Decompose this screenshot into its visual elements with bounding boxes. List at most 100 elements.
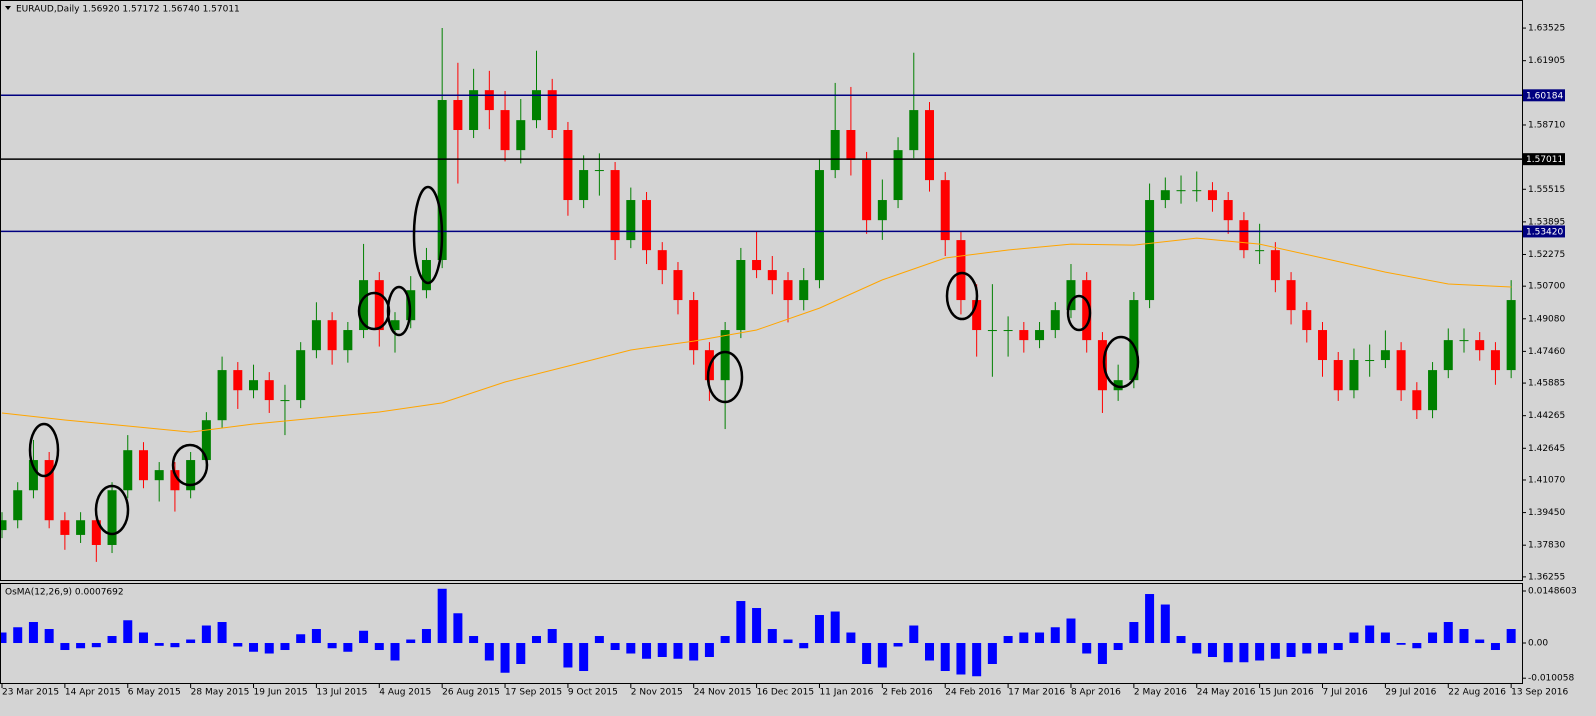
candle-body (862, 159, 872, 221)
histogram-bar (1066, 618, 1076, 644)
candle-body (296, 350, 306, 401)
histogram-bar (201, 625, 211, 644)
candle-body (1428, 370, 1438, 411)
histogram-bar (1145, 594, 1155, 644)
candle-body (657, 250, 667, 271)
x-tick-label: 29 Jul 2016 (1385, 688, 1436, 698)
histogram-bar (720, 636, 730, 644)
histogram-bar (1475, 639, 1485, 644)
candle-body (1050, 310, 1060, 331)
candle-body (547, 90, 557, 131)
histogram-bar (311, 629, 321, 644)
candle-body (563, 130, 573, 201)
histogram-bar (1239, 643, 1249, 663)
candle-body (107, 490, 117, 545)
candle-body (421, 260, 431, 291)
y-tick-label: 1.42645 (1528, 444, 1565, 454)
histogram-bar (1380, 632, 1390, 644)
histogram-bar (689, 643, 699, 661)
candle-body (1145, 200, 1155, 301)
candle-body (201, 420, 211, 461)
x-tick-label: 24 Nov 2015 (694, 688, 752, 698)
histogram-bar (13, 627, 23, 644)
candle-body (1082, 280, 1092, 341)
candle-body (877, 200, 887, 221)
level-label: 1.53420 (1526, 227, 1563, 237)
candle-body (1160, 190, 1170, 201)
histogram-bar (531, 636, 541, 644)
candle-body (1192, 190, 1202, 192)
x-tick-label: 24 May 2016 (1197, 688, 1256, 698)
histogram-bar (1207, 643, 1217, 658)
ellipse (94, 484, 130, 536)
histogram-bar (1050, 627, 1060, 644)
candle-body (186, 460, 196, 491)
candle-body (1380, 350, 1390, 361)
histogram-bar (1270, 643, 1280, 659)
candle-body (217, 370, 227, 421)
x-tick-label: 19 Jun 2015 (254, 688, 308, 698)
candle-body (956, 240, 966, 301)
histogram-bar (1506, 629, 1516, 644)
histogram-bar (594, 636, 604, 644)
frames (0, 0, 1523, 684)
histogram-bar (972, 643, 982, 677)
candle-body (1286, 280, 1296, 311)
candle-body (673, 270, 683, 301)
histogram-bar (1428, 632, 1438, 644)
histogram-bar (1318, 643, 1328, 654)
candle-body (249, 380, 259, 391)
candle-body (374, 280, 384, 331)
histogram-bar (1035, 632, 1045, 644)
level-label: 1.60184 (1526, 91, 1563, 101)
candle-body (327, 320, 337, 351)
histogram-bar (343, 643, 353, 652)
candle-body (1302, 310, 1312, 331)
x-tick-label: 24 Feb 2016 (945, 688, 1001, 698)
ellipse (1066, 294, 1092, 332)
histogram-bar (1019, 632, 1029, 644)
histogram-bar (1003, 636, 1013, 644)
candle-body (1019, 330, 1029, 341)
histogram-bar (1349, 632, 1359, 644)
histogram-bar (469, 636, 479, 644)
histogram-bar (296, 634, 306, 644)
candle-body (814, 170, 824, 281)
candle-body (13, 490, 23, 521)
moving-average (1, 237, 1512, 433)
candle-body (1035, 330, 1045, 341)
x-tick-label: 7 Jul 2016 (1323, 688, 1368, 698)
histogram-bar (500, 643, 510, 673)
x-tick-label: 4 Aug 2015 (379, 688, 431, 698)
x-tick-label: 17 Sep 2015 (505, 688, 562, 698)
ellipse (171, 443, 209, 487)
candle-body (720, 330, 730, 381)
candle-body (264, 380, 274, 401)
y-tick-label: 1.41070 (1528, 475, 1565, 485)
histogram-bar (421, 629, 431, 644)
candle-body (1176, 190, 1186, 192)
ellipse (412, 185, 444, 285)
histogram-bar (0, 632, 7, 644)
histogram-bar (170, 643, 180, 648)
candle-body (484, 90, 494, 111)
histogram-bar (626, 643, 636, 654)
histogram-bar (736, 601, 746, 644)
y-tick-label: 1.44265 (1528, 411, 1565, 421)
candle-body (689, 300, 699, 351)
candle-body (390, 320, 400, 331)
candle-body (924, 110, 934, 181)
x-tick-label: 22 Aug 2016 (1448, 688, 1506, 698)
histogram-bar (1396, 643, 1406, 645)
candle-body (0, 520, 7, 531)
candle-body (91, 520, 101, 545)
histogram-bar (987, 643, 997, 665)
histogram-bar (390, 643, 400, 661)
y-tick-label: 1.45885 (1528, 379, 1565, 389)
x-tick-label: 9 Oct 2015 (568, 688, 618, 698)
candle-body (1223, 200, 1233, 221)
candle-body (343, 330, 353, 351)
histogram-bar (44, 629, 54, 644)
histogram-bar (704, 643, 714, 658)
candle-body (123, 450, 133, 491)
